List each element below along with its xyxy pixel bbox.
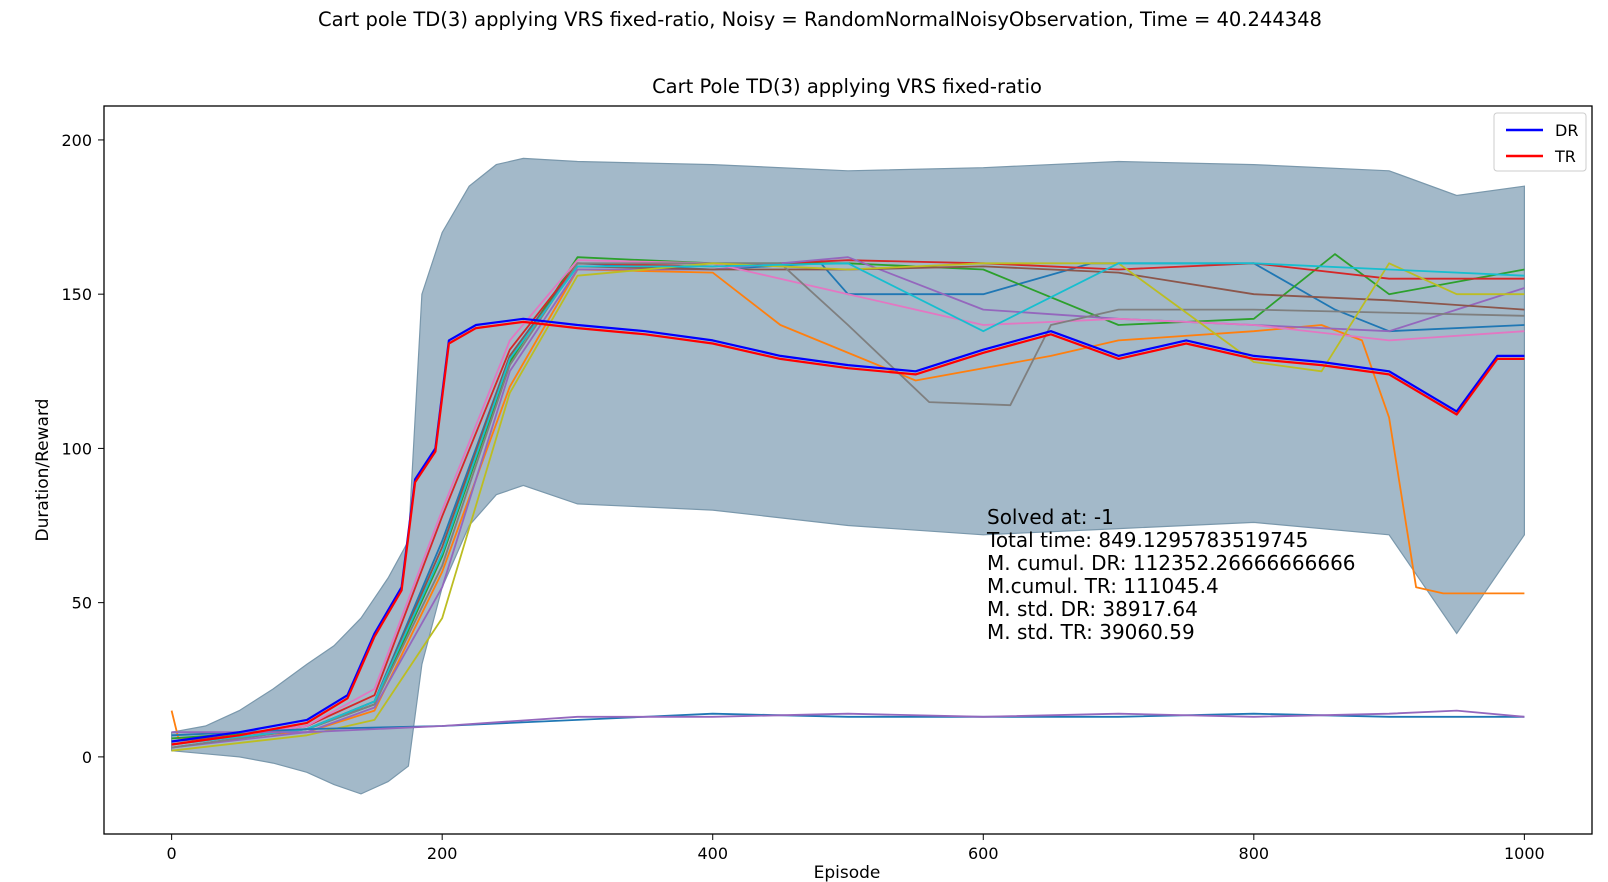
plot-area [170, 157, 1525, 795]
legend-label-tr: TR [1554, 147, 1576, 166]
legend-label-dr: DR [1555, 121, 1578, 140]
legend: DR TR [1493, 112, 1587, 172]
x-tick-label: 0 [167, 844, 177, 863]
x-tick-label: 400 [697, 844, 728, 863]
annotation-line: Solved at: -1 [987, 505, 1114, 529]
figure-suptitle: Cart pole TD(3) applying VRS fixed-ratio… [318, 8, 1322, 31]
x-axis-label: Episode [814, 863, 881, 882]
y-axis-label: Duration/Reward [33, 399, 53, 542]
series-line-dr [171, 317, 1525, 743]
annotation-line: M. std. TR: 39060.59 [987, 620, 1195, 644]
y-tick-label: 50 [72, 594, 92, 613]
series-line-tr [171, 320, 1525, 746]
x-tick-label: 200 [427, 844, 458, 863]
annotation-line: Total time: 849.1295783519745 [986, 528, 1308, 552]
run-line-9 [171, 262, 1525, 749]
run-line-10 [171, 262, 1525, 752]
annotation-line: M.cumul. TR: 111045.4 [987, 574, 1219, 598]
plot-frame [103, 105, 1593, 835]
x-tick-label: 600 [968, 844, 999, 863]
y-tick-label: 150 [61, 285, 92, 304]
y-tick-label: 0 [82, 748, 92, 767]
x-tick-label: 1000 [1504, 844, 1545, 863]
run-line-12 [171, 712, 1525, 737]
annotation-line: M. std. DR: 38917.64 [987, 597, 1198, 621]
run-line-13 [171, 709, 1525, 734]
variability-band [171, 157, 1525, 795]
run-line-11 [171, 262, 1525, 746]
annotation-line: M. cumul. DR: 112352.26666666666 [987, 551, 1356, 575]
axes: 0 200 400 600 800 1000 0 50 100 150 200 [61, 131, 1544, 863]
y-tick-label: 200 [61, 131, 92, 150]
chart-title: Cart Pole TD(3) applying VRS fixed-ratio [652, 75, 1042, 98]
y-tick-label: 100 [61, 439, 92, 458]
x-tick-label: 800 [1239, 844, 1270, 863]
